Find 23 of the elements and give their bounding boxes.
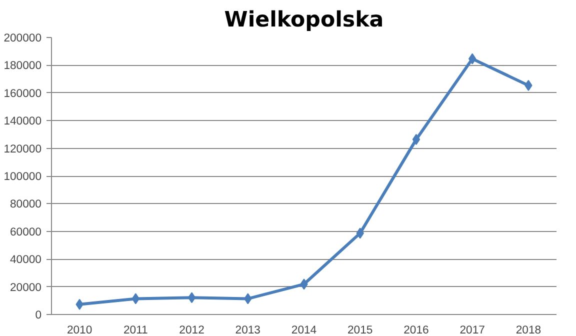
y-tick-label: 40000 <box>10 254 42 266</box>
y-tick-label: 100000 <box>4 171 42 183</box>
y-tick-label: 0 <box>35 310 42 322</box>
x-tick-label: 2013 <box>235 324 260 336</box>
y-tick-label: 200000 <box>4 32 42 44</box>
point <box>188 292 196 304</box>
x-tick-label: 2017 <box>460 324 485 336</box>
x-tick-label: 2018 <box>516 324 542 336</box>
x-tick-label: 2010 <box>66 324 92 336</box>
x-tick-label: 2011 <box>123 324 148 336</box>
y-tick-label: 20000 <box>10 282 42 294</box>
x-tick-label: 2014 <box>291 324 317 336</box>
x-tick-label: 2015 <box>348 324 373 336</box>
y-tick-label: 80000 <box>10 198 42 211</box>
y-tick-label: 60000 <box>10 226 42 238</box>
chart-title: Wielkopolska <box>224 8 384 32</box>
y-tick-label: 180000 <box>4 60 42 72</box>
x-tick-label: 2012 <box>179 324 204 336</box>
x-tick-label: 2016 <box>404 324 429 336</box>
y-tick-label: 140000 <box>4 116 42 128</box>
y-tick-label: 120000 <box>4 143 42 156</box>
y-tick-label: 160000 <box>4 88 42 100</box>
point <box>412 134 420 145</box>
